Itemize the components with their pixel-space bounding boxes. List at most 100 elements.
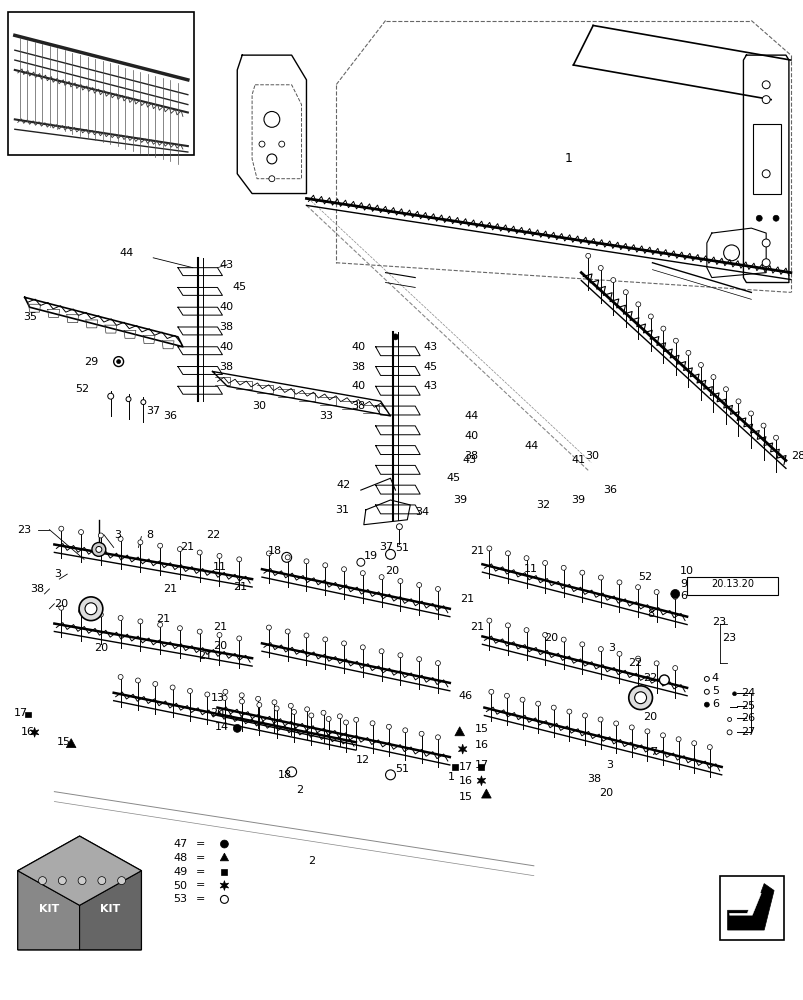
Circle shape	[79, 609, 84, 614]
Bar	[8, 12, 194, 155]
Text: 21: 21	[163, 584, 177, 594]
Text: 21: 21	[460, 594, 474, 604]
Circle shape	[566, 709, 571, 714]
Circle shape	[217, 633, 222, 637]
Circle shape	[220, 895, 228, 903]
Text: 50: 50	[173, 881, 187, 891]
Text: 3: 3	[113, 530, 120, 540]
Polygon shape	[31, 727, 39, 737]
Text: 21: 21	[198, 651, 211, 661]
Circle shape	[118, 674, 123, 679]
Circle shape	[326, 716, 331, 721]
Circle shape	[397, 653, 402, 658]
Circle shape	[392, 334, 398, 340]
Text: 39: 39	[452, 495, 467, 505]
Circle shape	[126, 397, 131, 402]
Circle shape	[360, 645, 365, 650]
Text: 47: 47	[173, 839, 187, 849]
Circle shape	[691, 741, 696, 746]
Circle shape	[418, 731, 423, 736]
Circle shape	[647, 314, 653, 319]
Circle shape	[503, 693, 509, 698]
Circle shape	[177, 626, 182, 631]
Circle shape	[670, 589, 679, 598]
Circle shape	[675, 737, 680, 742]
Polygon shape	[458, 744, 467, 754]
Circle shape	[96, 546, 102, 552]
Circle shape	[39, 877, 47, 885]
Circle shape	[239, 693, 244, 698]
Circle shape	[79, 597, 103, 621]
Circle shape	[385, 549, 395, 559]
Circle shape	[266, 625, 271, 630]
Circle shape	[279, 141, 284, 147]
Circle shape	[304, 633, 308, 638]
Circle shape	[654, 590, 658, 595]
Circle shape	[660, 733, 665, 738]
Circle shape	[281, 552, 291, 562]
Text: 6: 6	[679, 591, 687, 601]
Circle shape	[113, 357, 124, 367]
Circle shape	[117, 877, 125, 885]
Circle shape	[291, 709, 296, 714]
Text: 8: 8	[646, 609, 654, 619]
Text: 26: 26	[740, 713, 755, 723]
Text: 35: 35	[23, 312, 38, 322]
Circle shape	[360, 571, 365, 576]
Circle shape	[369, 721, 374, 726]
Circle shape	[635, 585, 640, 590]
Circle shape	[343, 720, 348, 725]
Text: 36: 36	[163, 411, 177, 421]
Circle shape	[673, 338, 678, 343]
Text: 1: 1	[564, 152, 572, 165]
Text: 38: 38	[351, 362, 365, 372]
Text: 21: 21	[470, 546, 484, 556]
Text: 43: 43	[462, 455, 476, 465]
Text: 40: 40	[219, 342, 234, 352]
Circle shape	[239, 699, 244, 704]
Text: 2: 2	[296, 785, 304, 795]
Circle shape	[761, 81, 769, 89]
Circle shape	[98, 612, 103, 617]
Text: 14: 14	[215, 722, 229, 732]
Text: 45: 45	[422, 362, 437, 372]
Circle shape	[85, 603, 97, 615]
Circle shape	[723, 245, 739, 261]
Text: 20: 20	[94, 643, 108, 653]
Circle shape	[488, 689, 493, 694]
Circle shape	[524, 556, 528, 561]
Circle shape	[560, 565, 565, 570]
Text: 20: 20	[55, 599, 68, 609]
Circle shape	[288, 703, 293, 708]
Circle shape	[672, 594, 677, 599]
Polygon shape	[67, 739, 76, 748]
Text: 8: 8	[146, 530, 153, 540]
Text: 20: 20	[543, 633, 557, 643]
Text: 33: 33	[319, 411, 332, 421]
Circle shape	[138, 619, 143, 624]
Circle shape	[217, 553, 222, 558]
Polygon shape	[79, 871, 141, 950]
Text: 43: 43	[422, 381, 437, 391]
Circle shape	[613, 721, 618, 726]
Text: 49: 49	[173, 867, 187, 877]
Circle shape	[385, 770, 395, 780]
Text: 43: 43	[422, 342, 437, 352]
Text: 21: 21	[180, 542, 194, 552]
Circle shape	[756, 215, 761, 221]
Circle shape	[579, 570, 584, 575]
Text: 20: 20	[598, 788, 612, 798]
Polygon shape	[18, 836, 141, 950]
Circle shape	[658, 675, 668, 685]
Circle shape	[551, 705, 556, 710]
Circle shape	[435, 587, 440, 591]
Bar	[687, 577, 777, 595]
Polygon shape	[220, 853, 228, 861]
Text: =: =	[196, 867, 205, 877]
Circle shape	[735, 399, 740, 404]
Text: =: =	[196, 881, 205, 891]
Text: 53: 53	[173, 894, 187, 904]
Text: 41: 41	[571, 455, 585, 465]
Circle shape	[723, 387, 728, 392]
Circle shape	[285, 629, 290, 634]
